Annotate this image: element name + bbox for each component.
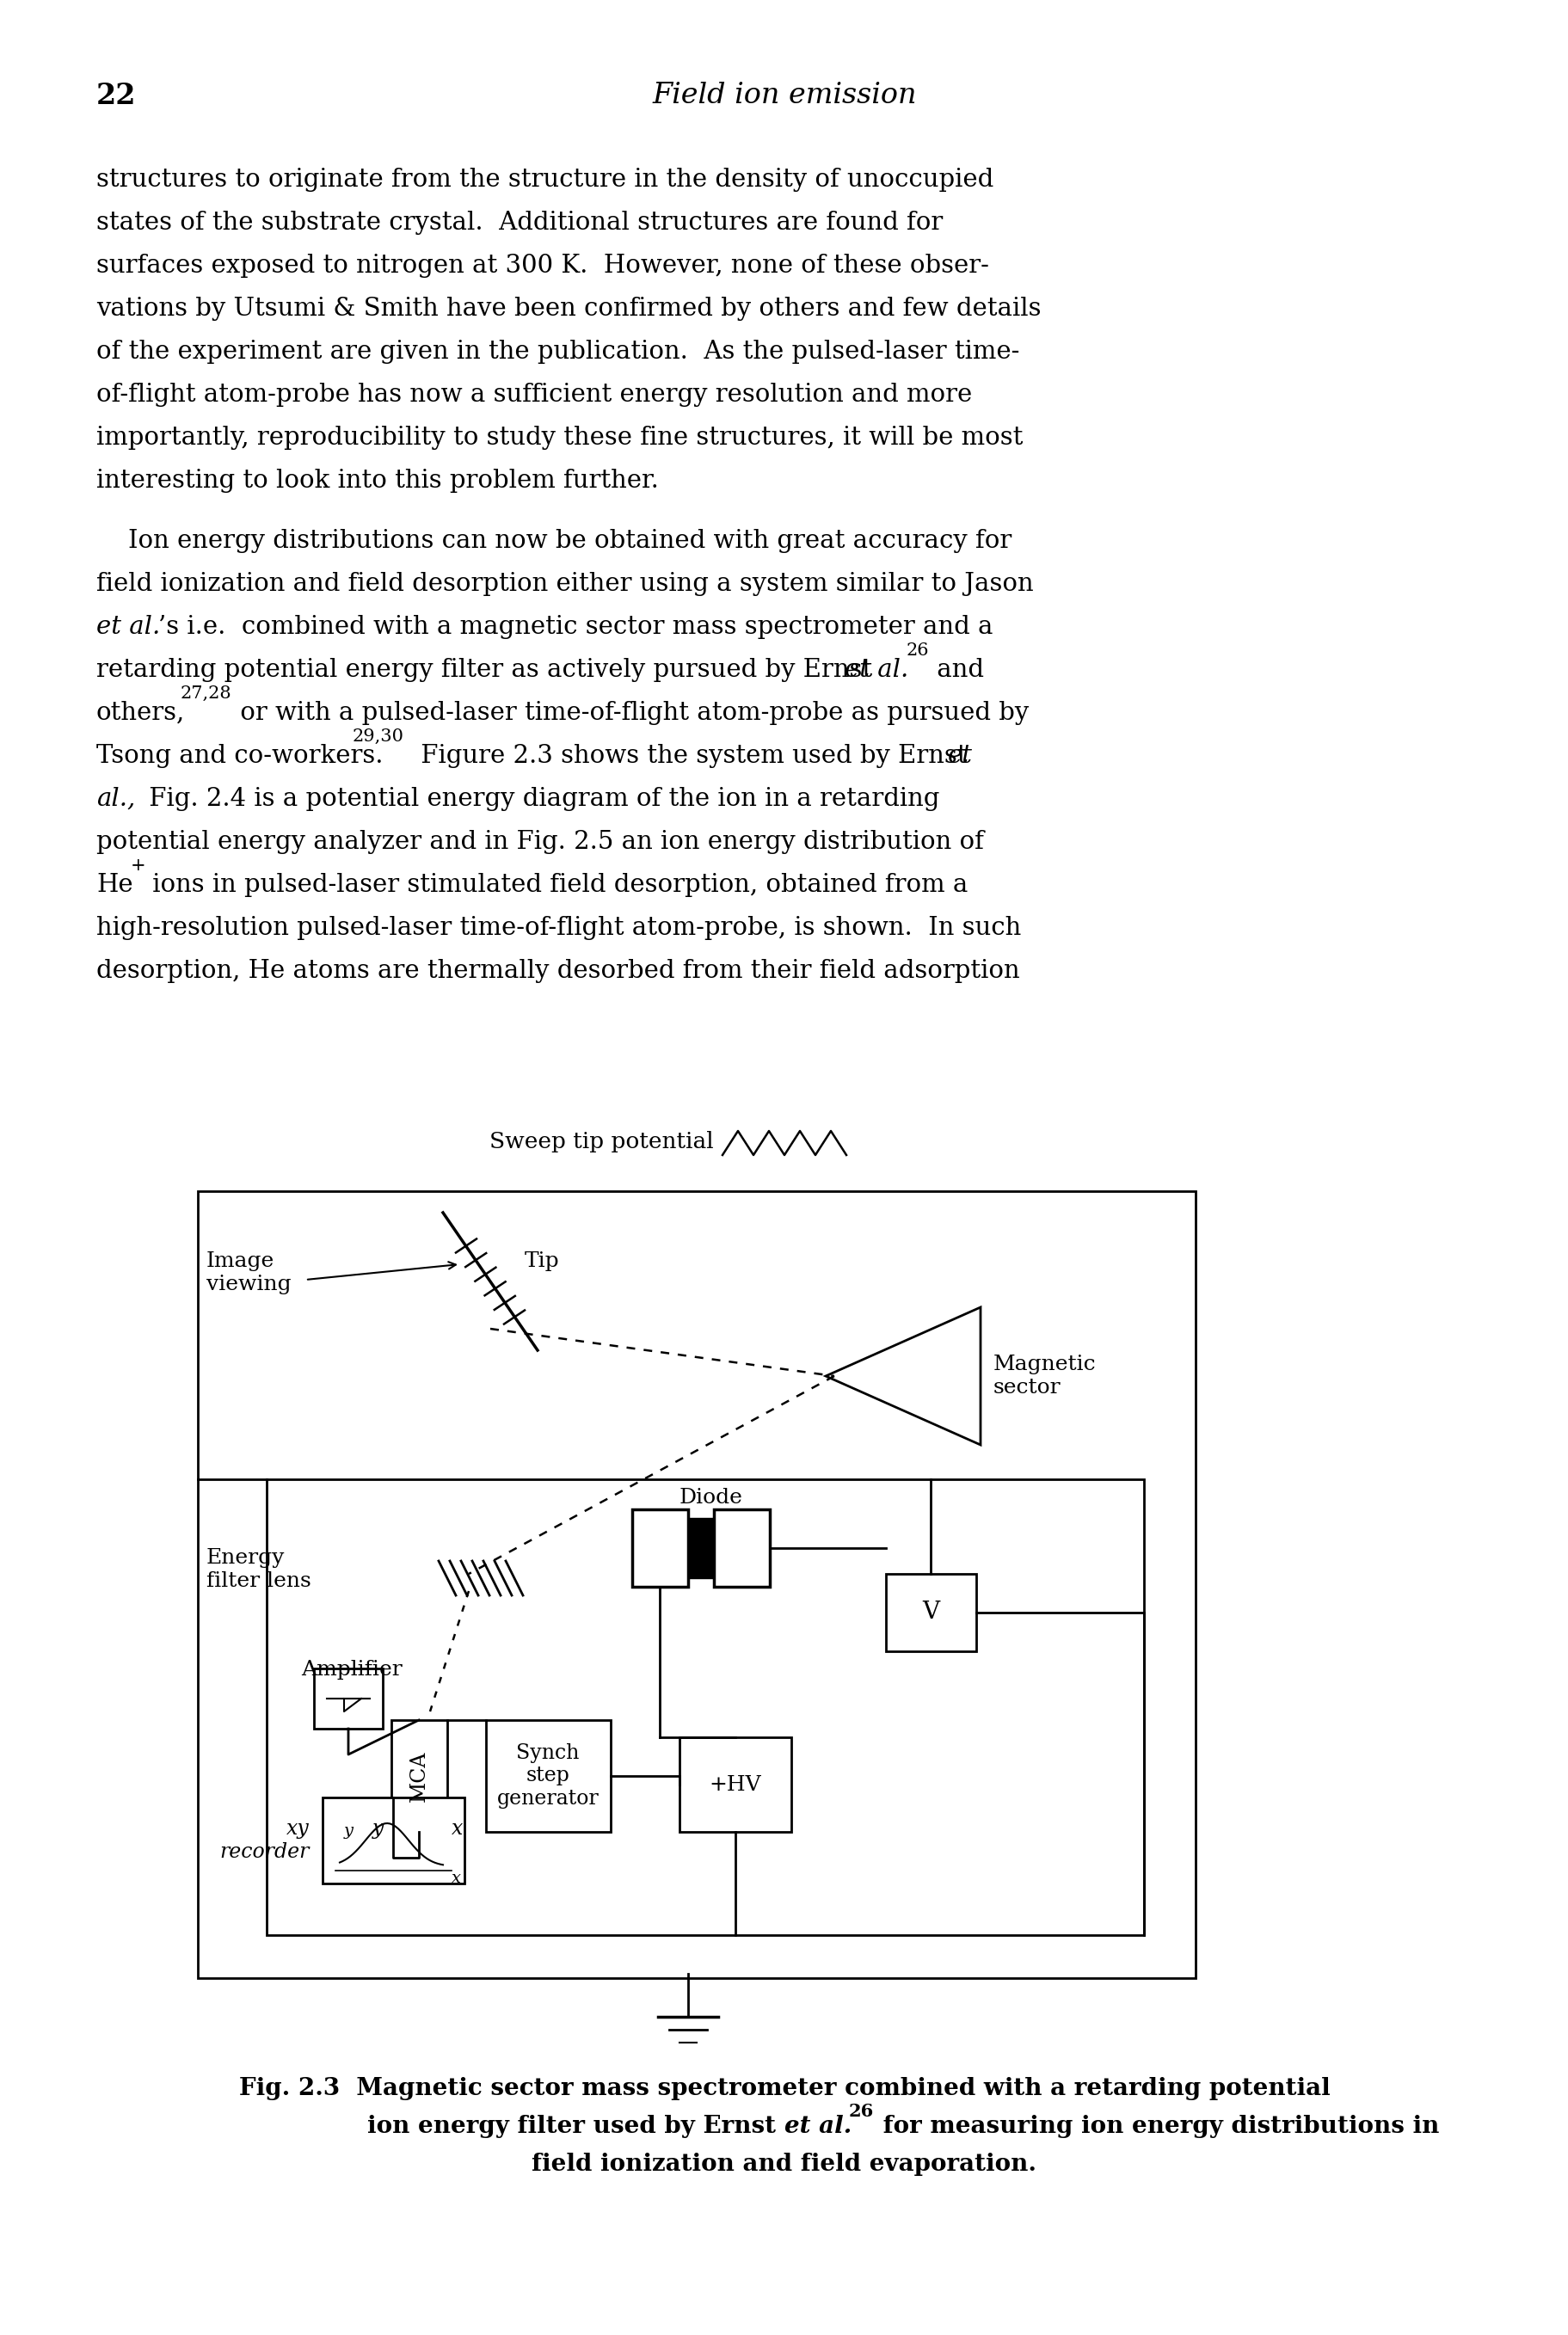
Bar	[390, 1721, 447, 1833]
Text: or with a pulsed-laser time-of-flight atom-probe as pursued by: or with a pulsed-laser time-of-flight at…	[232, 700, 1029, 724]
Text: 26: 26	[848, 2104, 873, 2120]
Text: surfaces exposed to nitrogen at 300 K.  However, none of these obser-: surfaces exposed to nitrogen at 300 K. H…	[96, 255, 988, 278]
Text: +HV: +HV	[709, 1775, 760, 1796]
Text: Synch
step
generator: Synch step generator	[497, 1744, 599, 1810]
Text: et: et	[947, 745, 972, 768]
Text: Energy
filter lens: Energy filter lens	[207, 1548, 310, 1590]
Text: y: y	[372, 1819, 384, 1838]
Text: others,: others,	[96, 700, 185, 724]
Text: structures to originate from the structure in the density of unoccupied: structures to originate from the structu…	[96, 168, 993, 191]
Text: ’s i.e.  combined with a magnetic sector mass spectrometer and a: ’s i.e. combined with a magnetic sector …	[158, 614, 993, 640]
Text: al.,: al.,	[96, 787, 135, 810]
Text: Tip: Tip	[524, 1252, 560, 1270]
Text: Tsong and co-workers.: Tsong and co-workers.	[96, 745, 383, 768]
Text: ions in pulsed-laser stimulated field desorption, obtained from a: ions in pulsed-laser stimulated field de…	[144, 873, 967, 897]
Text: MCA: MCA	[409, 1751, 428, 1803]
Text: for measuring ion energy distributions in: for measuring ion energy distributions i…	[875, 2116, 1438, 2139]
Text: 26: 26	[906, 642, 928, 658]
Text: of the experiment are given in the publication.  As the pulsed-laser time-: of the experiment are given in the publi…	[96, 339, 1019, 364]
Text: vations by Utsumi & Smith have been confirmed by others and few details: vations by Utsumi & Smith have been conf…	[96, 297, 1041, 320]
Text: 27,28: 27,28	[180, 686, 232, 703]
Text: He: He	[96, 873, 133, 897]
Text: x: x	[452, 1870, 461, 1887]
Bar	[323, 1798, 464, 1884]
Text: high-resolution pulsed-laser time-of-flight atom-probe, is shown.  In such: high-resolution pulsed-laser time-of-fli…	[96, 915, 1021, 941]
Text: field ionization and field evaporation.: field ionization and field evaporation.	[532, 2153, 1036, 2176]
Text: xy
recorder: xy recorder	[220, 1819, 309, 1861]
Text: Magnetic
sector: Magnetic sector	[993, 1354, 1096, 1396]
Bar	[679, 1737, 790, 1833]
Bar	[713, 1508, 770, 1588]
Text: Fig. 2.4 is a potential energy diagram of the ion in a retarding: Fig. 2.4 is a potential energy diagram o…	[141, 787, 939, 810]
Text: states of the substrate crystal.  Additional structures are found for: states of the substrate crystal. Additio…	[96, 210, 942, 236]
Text: of-flight atom-probe has now a sufficient energy resolution and more: of-flight atom-probe has now a sufficien…	[96, 383, 972, 406]
Polygon shape	[825, 1308, 980, 1445]
Text: V: V	[922, 1602, 939, 1625]
Bar	[267, 1480, 1143, 1936]
Text: 29,30: 29,30	[353, 729, 405, 745]
Bar	[688, 1518, 713, 1578]
Text: x: x	[452, 1819, 463, 1838]
Text: Ion energy distributions can now be obtained with great accuracy for: Ion energy distributions can now be obta…	[96, 530, 1011, 553]
Text: Sweep tip potential: Sweep tip potential	[489, 1130, 713, 1153]
Text: and: and	[928, 658, 983, 682]
Text: desorption, He atoms are thermally desorbed from their field adsorption: desorption, He atoms are thermally desor…	[96, 960, 1019, 983]
Text: et al.: et al.	[784, 2116, 851, 2139]
Text: field ionization and field desorption either using a system similar to Jason: field ionization and field desorption ei…	[96, 572, 1033, 595]
Text: importantly, reproducibility to study these fine structures, it will be most: importantly, reproducibility to study th…	[96, 425, 1022, 451]
Text: Diode: Diode	[679, 1487, 743, 1508]
Text: Amplifier: Amplifier	[301, 1660, 401, 1679]
Bar	[886, 1574, 975, 1651]
Bar	[198, 1191, 1195, 1978]
Text: 22: 22	[96, 82, 136, 110]
Text: et al.: et al.	[96, 614, 160, 640]
Text: Fig. 2.3  Magnetic sector mass spectrometer combined with a retarding potential: Fig. 2.3 Magnetic sector mass spectromet…	[238, 2078, 1330, 2099]
Text: Figure 2.3 shows the system used by Ernst: Figure 2.3 shows the system used by Erns…	[412, 745, 975, 768]
Text: interesting to look into this problem further.: interesting to look into this problem fu…	[96, 469, 659, 493]
Bar	[486, 1721, 610, 1833]
Text: ion energy filter used by Ernst: ion energy filter used by Ernst	[367, 2116, 784, 2139]
Bar	[314, 1670, 383, 1728]
Text: +: +	[130, 857, 146, 873]
Text: Image
viewing: Image viewing	[207, 1252, 292, 1294]
Bar	[632, 1508, 688, 1588]
Text: y: y	[343, 1824, 353, 1838]
Text: retarding potential energy filter as actively pursued by Ernst: retarding potential energy filter as act…	[96, 658, 880, 682]
Text: potential energy analyzer and in Fig. 2.5 an ion energy distribution of: potential energy analyzer and in Fig. 2.…	[96, 829, 983, 855]
Text: Field ion emission: Field ion emission	[652, 82, 916, 110]
Text: et al.: et al.	[844, 658, 908, 682]
